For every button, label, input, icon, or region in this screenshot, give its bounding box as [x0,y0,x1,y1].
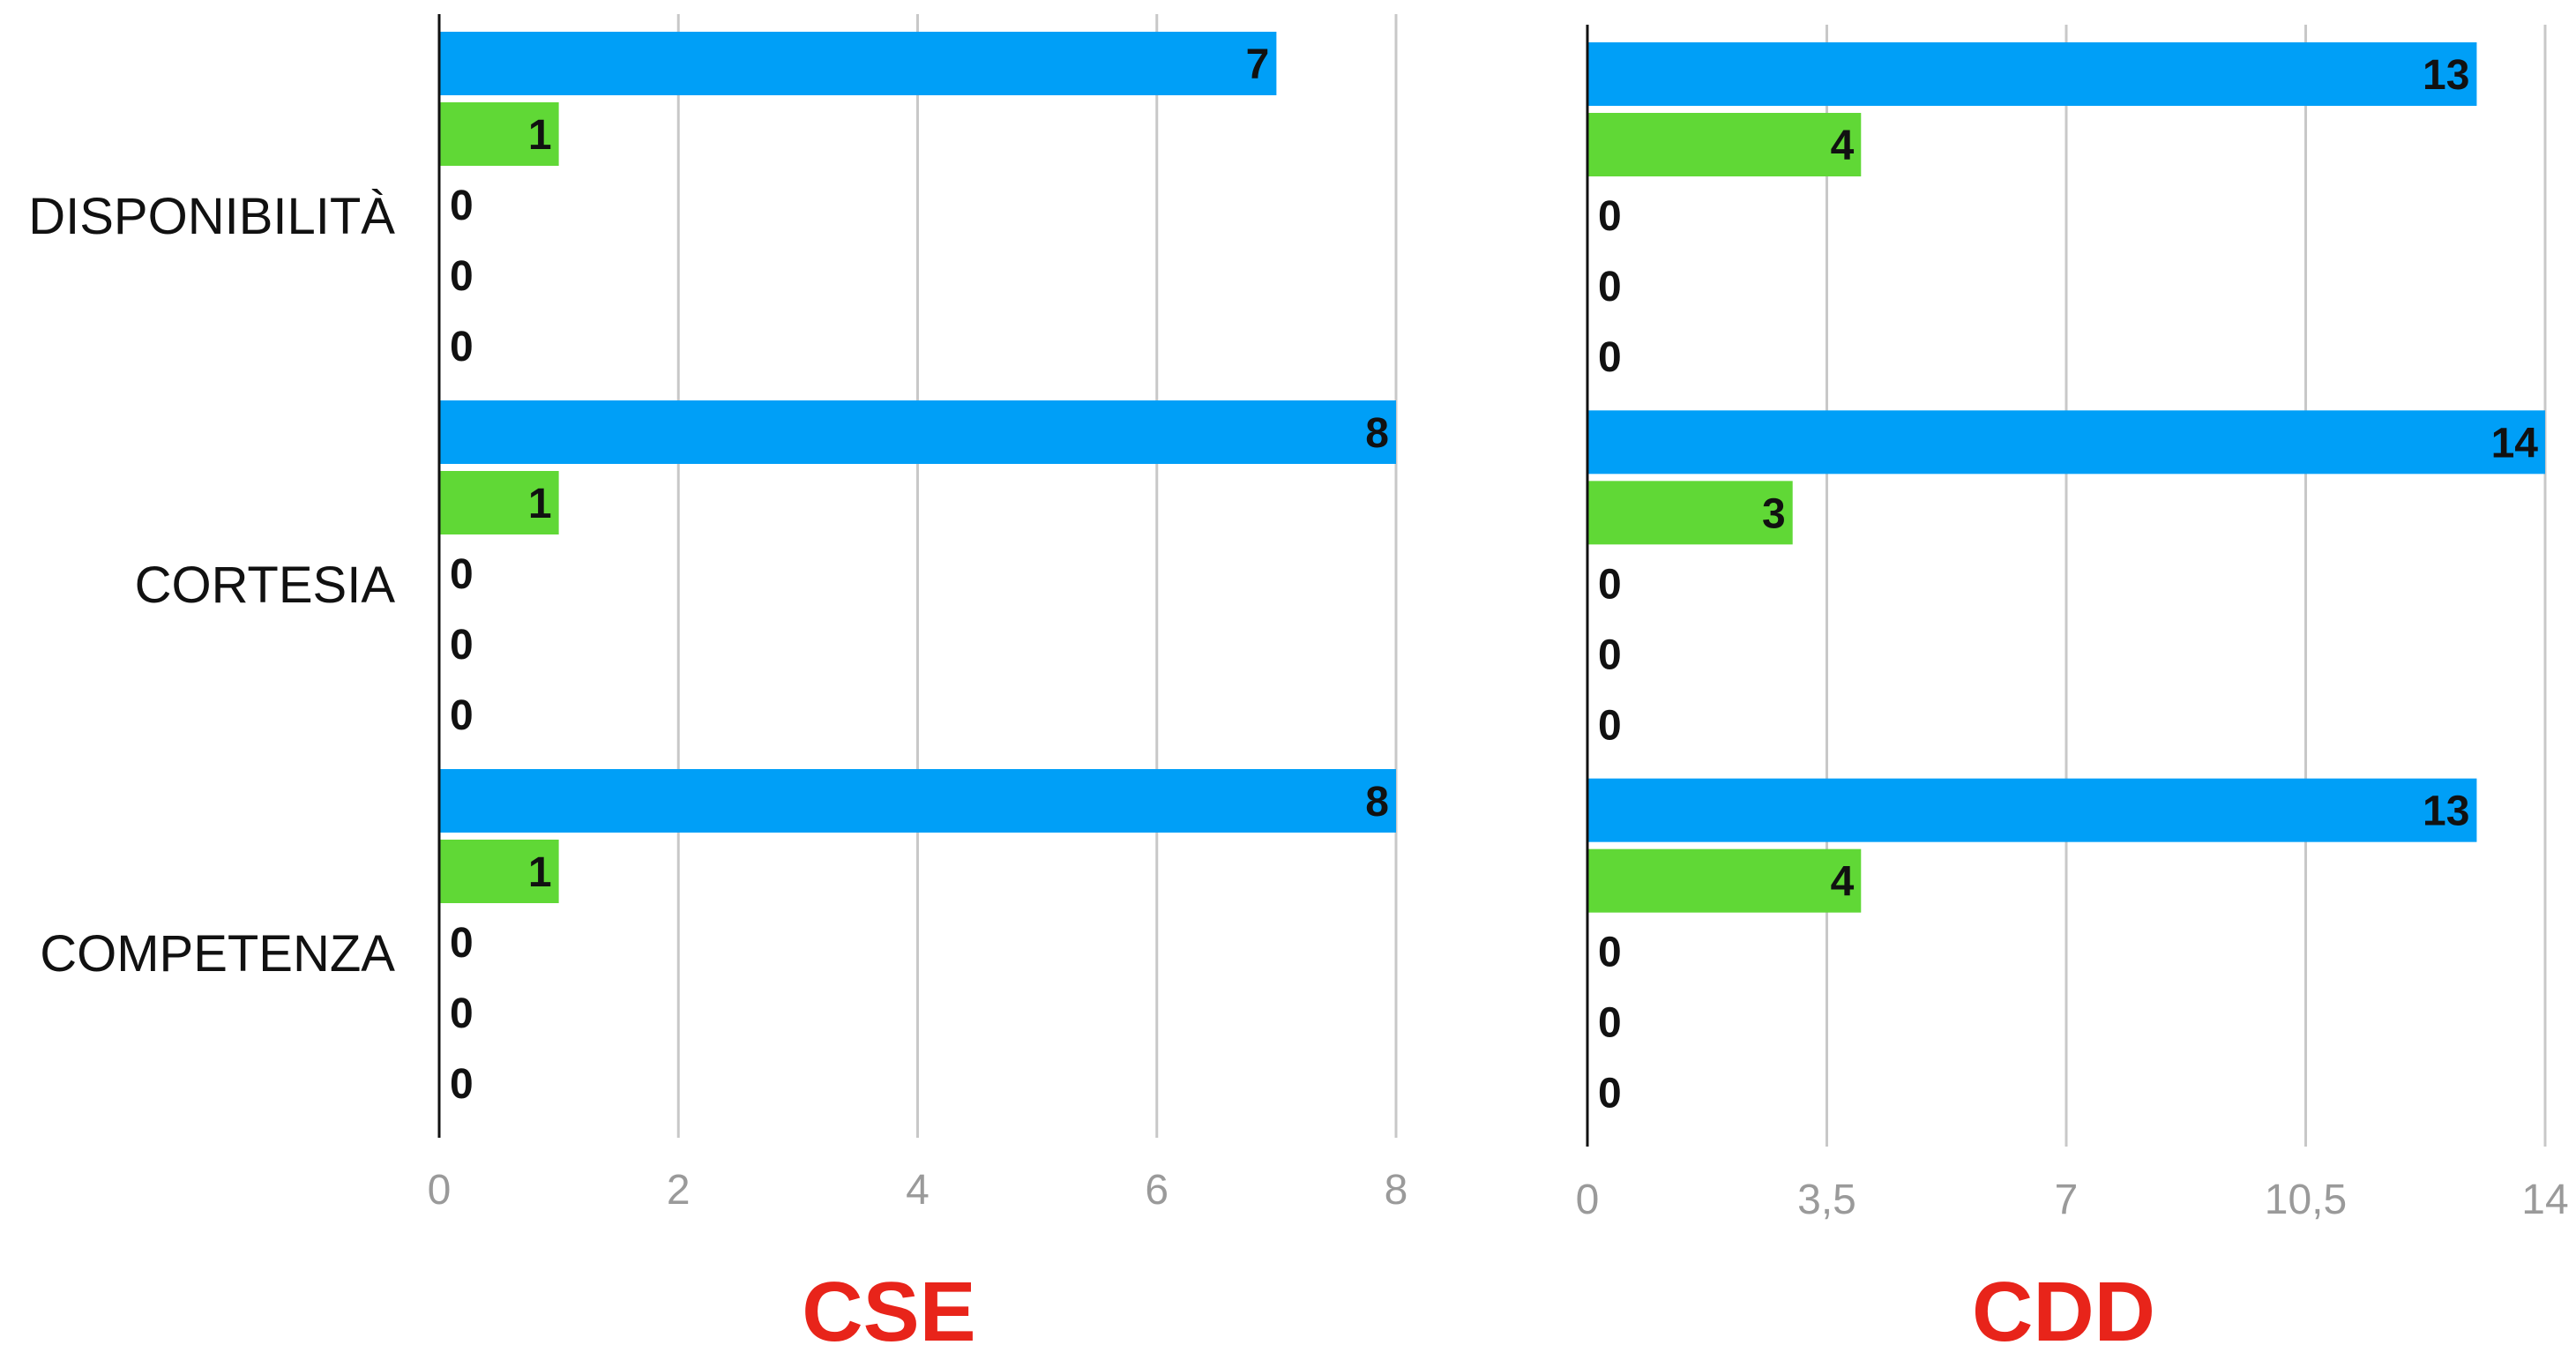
data-label: 0 [1598,702,1622,749]
bar [1587,410,2545,475]
x-tick-label: 14 [2521,1177,2568,1223]
bar [1587,113,1862,176]
bar [439,102,559,166]
x-tick-label: 0 [1576,1177,1600,1223]
bar [1587,481,1793,545]
x-tick-label: 10,5 [2265,1177,2347,1223]
chart-cdd: 0 3,5 7 10,5 14 13 4 0 0 0 14 3 0 0 0 13 4 0 0 0 CDD [1576,25,2569,1359]
data-label: 14 [2491,420,2539,467]
bar [439,840,559,903]
data-label: 0 [1598,264,1622,310]
data-label: 8 [1365,779,1389,826]
chart-title: CSE [802,1265,975,1359]
x-tick-label: 4 [906,1167,930,1214]
data-label: 1 [528,849,552,896]
data-label: 0 [450,920,474,967]
data-label: 0 [1598,561,1622,608]
category-label: CORTESIA [135,557,396,614]
data-label: 4 [1831,859,1855,906]
data-label: 13 [2423,52,2469,99]
chart-cse: 0 2 4 6 8 DISPONIBILITÀ 7 1 0 0 0 CORTESIA 8 1 0 0 0 COMP… [28,14,1407,1359]
data-label: 0 [1598,1071,1622,1117]
bar [1587,778,2477,842]
bar [1587,848,1862,913]
data-label: 7 [1246,41,1270,88]
data-label: 0 [450,551,474,598]
category-label: DISPONIBILITÀ [28,188,395,245]
bar [439,769,1396,833]
category-label: COMPETENZA [40,925,395,983]
data-label: 0 [450,324,474,370]
x-tick-label: 3,5 [1797,1177,1856,1223]
data-label: 8 [1365,410,1389,457]
x-tick-label: 8 [1385,1167,1408,1214]
data-label: 1 [528,112,552,159]
data-label: 0 [450,622,474,669]
bar [1587,42,2477,106]
data-label: 0 [450,253,474,300]
bar [439,471,559,534]
bar [439,32,1277,95]
data-label: 0 [1598,631,1622,678]
data-label: 1 [528,481,552,527]
data-label: 0 [1598,334,1622,381]
data-label: 4 [1831,123,1855,169]
data-label: 3 [1762,490,1786,537]
data-label: 13 [2423,788,2469,835]
x-tick-label: 7 [2055,1177,2079,1223]
x-tick-label: 0 [428,1167,452,1214]
chart-title: CDD [1972,1265,2155,1359]
data-label: 0 [450,1061,474,1108]
x-tick-label: 2 [667,1167,691,1214]
x-tick-label: 6 [1145,1167,1169,1214]
data-label: 0 [450,692,474,739]
data-label: 0 [450,990,474,1037]
bar [439,400,1396,464]
data-label: 0 [1598,193,1622,240]
data-label: 0 [450,183,474,229]
data-label: 0 [1598,1000,1622,1047]
data-label: 0 [1598,930,1622,976]
